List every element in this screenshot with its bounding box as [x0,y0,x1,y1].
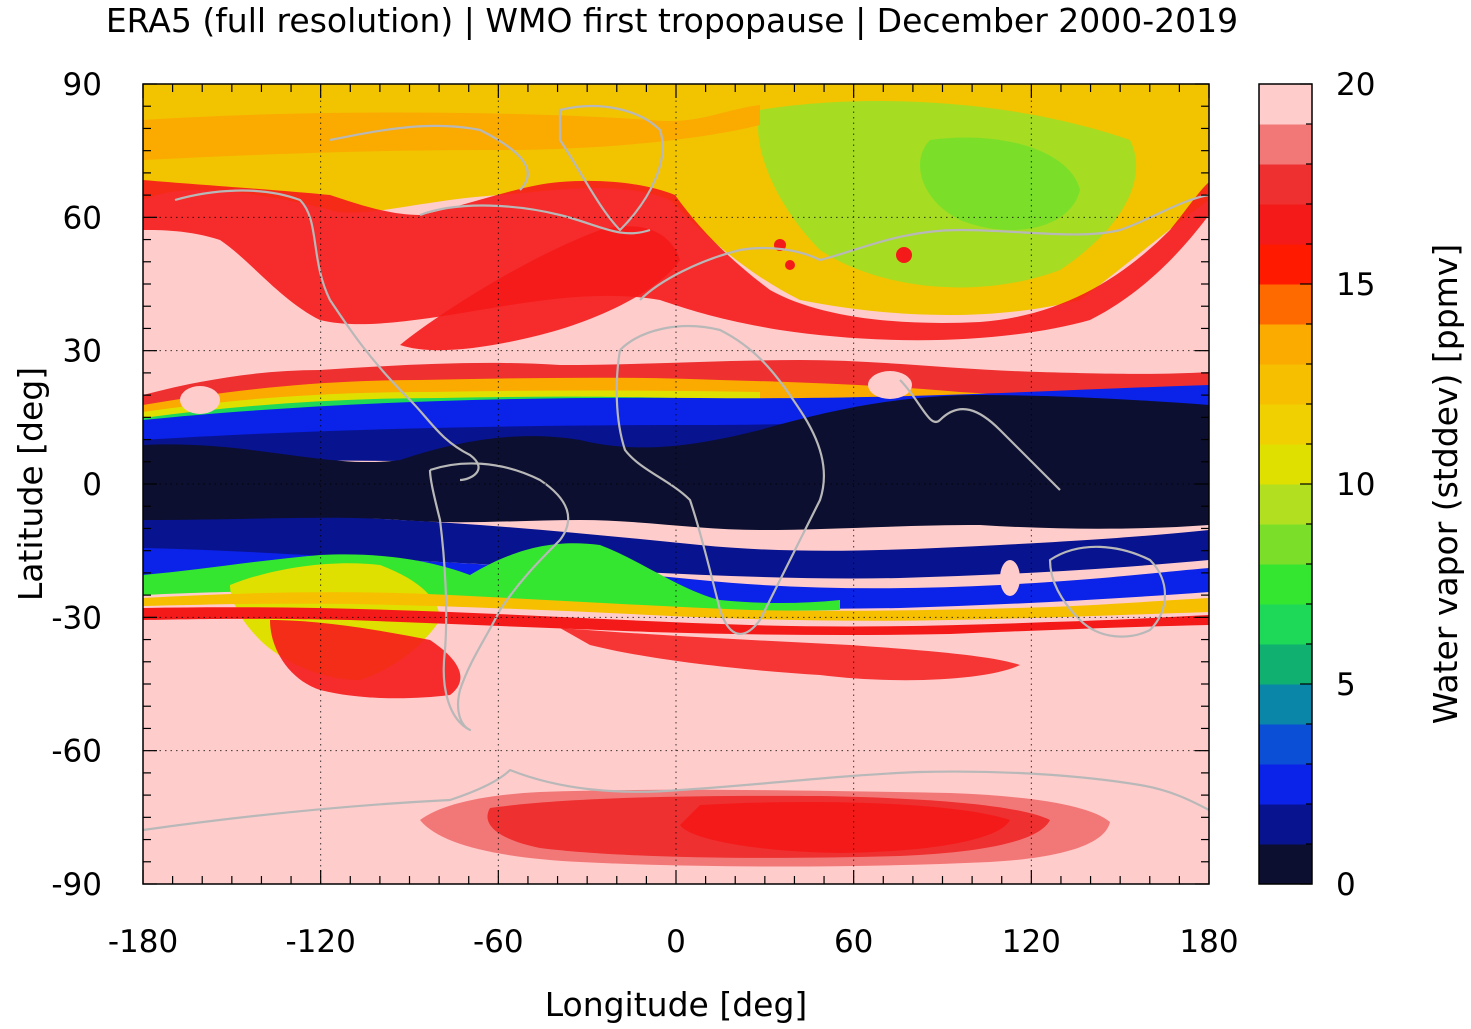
red-spot-3 [785,260,795,270]
colorbar-level [1259,764,1312,805]
colorbar-level [1259,164,1312,205]
map-plot-area [143,84,1209,884]
y-tick-label: 60 [63,200,102,236]
colorbar-level [1259,564,1312,605]
y-tick-label: 90 [63,67,102,103]
colorbar-level [1259,324,1312,365]
band-atlantic-red-tongue [400,226,680,351]
colorbar-label: Water vapor (stddev) [ppmv] [1426,244,1465,724]
coastline-south-america [428,462,570,732]
x-tick-label: 0 [666,924,686,960]
x-tick-label: -180 [108,924,178,960]
x-tick-label: -120 [285,924,355,960]
coastline-africa-europe [615,246,825,636]
colorbar-tick-label: 5 [1336,667,1356,703]
colorbar-level [1259,604,1312,645]
colorbar-level [1259,284,1312,325]
colorbar-level [1259,444,1312,485]
y-tick-label: -60 [51,734,102,770]
heatmap-bands [143,84,1209,867]
x-axis: -180 -120 -60 0 60 120 180 [108,924,1239,960]
red-spot-1 [896,247,912,263]
colorbar-level [1259,84,1312,125]
band-s-subtropic-orange [143,592,1209,621]
band-s-subtropic-red [143,607,1209,636]
colorbar-level [1259,844,1312,885]
y-axis: 90 60 30 0 -30 -60 -90 [51,67,102,903]
y-tick-label: 30 [63,334,102,370]
coastlines [143,104,1209,832]
pink-patch-australia [1000,560,1020,596]
colorbar-level [1259,124,1312,165]
grid [143,84,1209,884]
band-s-pacific-red-tongue [270,620,461,699]
colorbar-level [1259,244,1312,285]
chart-title: ERA5 (full resolution) | WMO first tropo… [106,1,1238,40]
x-tick-label: -60 [473,924,524,960]
colorbar-level [1259,684,1312,725]
coastline-asia [819,193,1209,491]
colorbar-tick-label: 0 [1336,867,1356,903]
band-north-green-core [920,137,1080,230]
colorbar-level [1259,484,1312,525]
colorbar: 0 5 10 15 20 [1258,67,1375,903]
pink-patch-hawaii [180,386,220,414]
colorbar-level [1259,404,1312,445]
colorbar-level [1259,804,1312,845]
colorbar-tick-label: 15 [1336,267,1375,303]
x-axis-label: Longitude [deg] [545,985,808,1024]
y-axis-label: Latitude [deg] [11,367,50,601]
band-s-indian-red-tongue [560,628,1020,681]
antarctic-patch-core [680,801,1010,853]
x-tick-label: 60 [834,924,873,960]
colorbar-tick-label: 10 [1336,467,1375,503]
colorbar-level [1259,524,1312,565]
pink-patch-tibet [868,371,912,399]
x-tick-label: 120 [1002,924,1061,960]
coastline-north-america [174,124,651,482]
band-equatorial-core [143,395,1209,530]
colorbar-level [1259,204,1312,245]
y-tick-label: 0 [82,467,102,503]
band-s-tropical-darkblue [143,517,1209,579]
band-s-subtropic-green [143,543,840,611]
band-north-orange [143,105,760,160]
y-tick-label: -90 [51,867,102,903]
coastline-antarctica [143,768,1209,832]
minor-ticks [142,83,1210,885]
y-tick-label: -30 [51,600,102,636]
x-tick-label: 180 [1179,924,1238,960]
colorbar-tick-label: 20 [1336,67,1375,103]
colorbar-level [1259,364,1312,405]
colorbar-level [1259,724,1312,765]
coastline-australia [1048,545,1167,638]
coastline-greenland [558,104,664,232]
colorbar-level [1259,644,1312,685]
